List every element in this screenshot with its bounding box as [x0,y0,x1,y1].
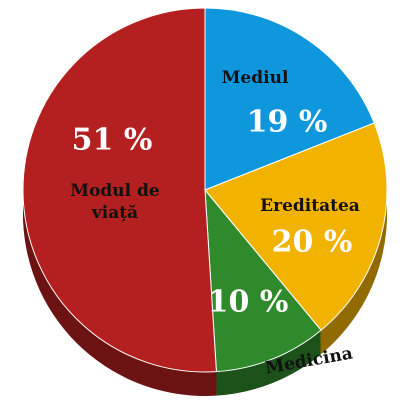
category-label: Ereditatea [260,196,360,216]
category-label: Mediul [221,68,289,88]
slice [204,188,322,373]
category-label: Modul de viață [70,181,160,223]
value-label: 10 % [207,284,289,320]
value-label: 51 % [71,122,153,158]
slice [204,7,375,191]
value-label: 20 % [271,224,353,260]
slice [204,122,388,331]
value-label: 19 % [246,104,328,140]
slice [22,7,217,373]
